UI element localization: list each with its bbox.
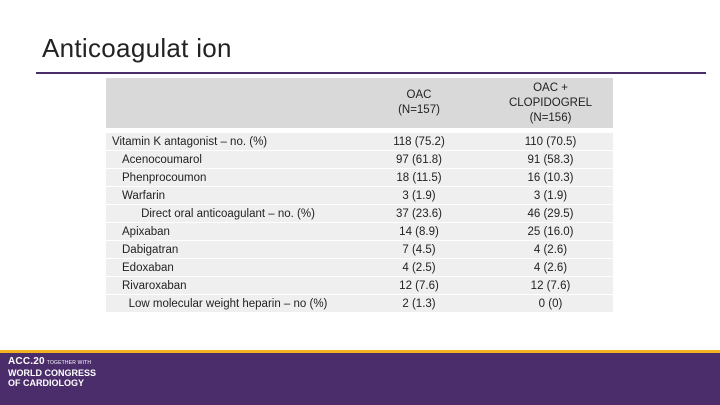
row-oac-clopidogrel-value: 91 (58.3) [488, 151, 613, 169]
row-oac-value: 3 (1.9) [350, 187, 488, 205]
table-header-row: OAC (N=157) OAC + CLOPIDOGREL (N=156) [106, 78, 613, 129]
row-label: Warfarin [106, 187, 350, 205]
table-row: Phenprocoumon 18 (11.5) 16 (10.3) [106, 169, 613, 187]
anticoagulation-table-container: OAC (N=157) OAC + CLOPIDOGREL (N=156) Vi… [106, 78, 613, 313]
row-label: Acenocoumarol [106, 151, 350, 169]
table-row: Low molecular weight heparin – no (%) 2 (… [106, 295, 613, 313]
row-oac-clopidogrel-value: 110 (70.5) [488, 133, 613, 151]
logo-line-cardiology: OF CARDIOLOGY [8, 378, 84, 388]
header-blank-cell [106, 78, 350, 129]
row-label: Dabigatran [106, 241, 350, 259]
row-oac-value: 18 (11.5) [350, 169, 488, 187]
table-row: Direct oral anticoagulant – no. (%) 37 (2… [106, 205, 613, 223]
row-oac-value: 118 (75.2) [350, 133, 488, 151]
row-label: Edoxaban [106, 259, 350, 277]
row-oac-clopidogrel-value: 16 (10.3) [488, 169, 613, 187]
row-label: Apixaban [106, 223, 350, 241]
table-row: Acenocoumarol 97 (61.8) 91 (58.3) [106, 151, 613, 169]
row-oac-value: 7 (4.5) [350, 241, 488, 259]
header-oac-clopidogrel: OAC + CLOPIDOGREL (N=156) [488, 78, 613, 129]
header-oac: OAC (N=157) [350, 78, 488, 129]
row-label: Rivaroxaban [106, 277, 350, 295]
row-label: Vitamin K antagonist – no. (%) [106, 133, 350, 151]
footer-accent-line [0, 350, 720, 353]
acc-wcc-logo: ACC.20 TOGETHER WITH WORLD CONGRESS OF CA… [8, 357, 100, 401]
row-label: Low molecular weight heparin – no (%) [106, 295, 350, 313]
row-label: Direct oral anticoagulant – no. (%) [106, 205, 350, 223]
table-row: Edoxaban 4 (2.5) 4 (2.6) [106, 259, 613, 277]
header-oac-clop-line1: OAC + [533, 81, 568, 94]
header-gap [106, 129, 613, 133]
row-oac-clopidogrel-value: 3 (1.9) [488, 187, 613, 205]
logo-line-acc: ACC.20 [8, 356, 45, 367]
row-oac-clopidogrel-value: 4 (2.6) [488, 259, 613, 277]
row-oac-value: 37 (23.6) [350, 205, 488, 223]
header-oac-line1: OAC [406, 89, 432, 101]
header-oac-clop-line2: CLOPIDOGREL [508, 96, 593, 109]
row-oac-clopidogrel-value: 25 (16.0) [488, 223, 613, 241]
header-oac-line2: (N=157) [398, 104, 440, 116]
row-oac-value: 14 (8.9) [350, 223, 488, 241]
row-oac-value: 12 (7.6) [350, 277, 488, 295]
table-row: Rivaroxaban 12 (7.6) 12 (7.6) [106, 277, 613, 295]
table-row: Vitamin K antagonist – no. (%) 118 (75.2)… [106, 133, 613, 151]
row-oac-value: 4 (2.5) [350, 259, 488, 277]
slide-title: Anticoagulat ion [42, 33, 232, 63]
footer-band [0, 353, 720, 405]
table-row: Warfarin 3 (1.9) 3 (1.9) [106, 187, 613, 205]
anticoagulation-table: OAC (N=157) OAC + CLOPIDOGREL (N=156) Vi… [106, 78, 613, 313]
logo-line-together: TOGETHER WITH [46, 360, 92, 366]
row-label: Phenprocoumon [106, 169, 350, 187]
row-oac-clopidogrel-value: 46 (29.5) [488, 205, 613, 223]
title-divider [36, 72, 706, 74]
table-row: Dabigatran 7 (4.5) 4 (2.6) [106, 241, 613, 259]
header-oac-clop-line3: (N=156) [529, 111, 572, 124]
row-oac-value: 97 (61.8) [350, 151, 488, 169]
row-oac-clopidogrel-value: 12 (7.6) [488, 277, 613, 295]
row-oac-clopidogrel-value: 0 (0) [488, 295, 613, 313]
table-row: Apixaban 14 (8.9) 25 (16.0) [106, 223, 613, 241]
row-oac-clopidogrel-value: 4 (2.6) [488, 241, 613, 259]
logo-line-world-congress: WORLD CONGRESS [8, 368, 97, 378]
row-oac-value: 2 (1.3) [350, 295, 488, 313]
